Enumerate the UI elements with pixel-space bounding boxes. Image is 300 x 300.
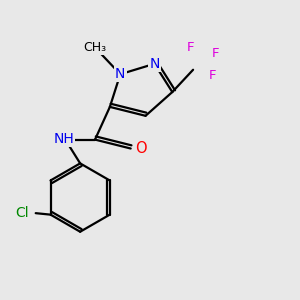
Text: Cl: Cl (16, 206, 29, 220)
Text: O: O (135, 141, 147, 156)
Text: NH: NH (53, 132, 74, 146)
Text: F: F (186, 41, 194, 54)
Text: CH₃: CH₃ (83, 41, 106, 54)
Text: N: N (149, 57, 160, 71)
Text: N: N (115, 67, 125, 81)
Text: F: F (212, 47, 219, 60)
Text: F: F (209, 69, 216, 82)
